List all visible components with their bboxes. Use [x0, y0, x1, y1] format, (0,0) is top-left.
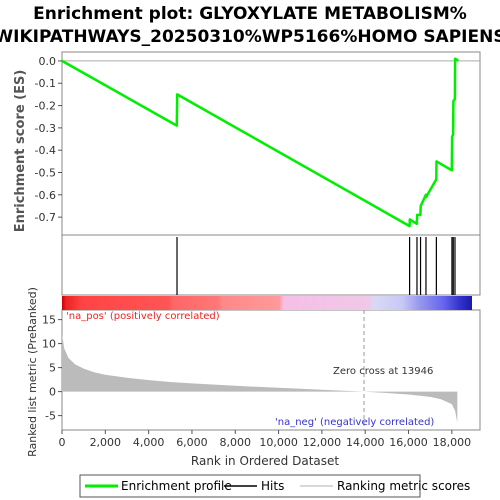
metric-y-tick-label: -5: [45, 410, 56, 423]
es-y-tick-label: -0.6: [35, 189, 56, 202]
chart-title-line-2: WIKIPATHWAYS_20250310%WP5166%HOMO SAPIEN…: [0, 27, 500, 47]
es-y-tick-label: -0.3: [35, 122, 56, 135]
ranked-list-color-bar: [62, 296, 472, 310]
es-y-tick-label: -0.4: [35, 144, 56, 157]
es-y-tick-label: -0.5: [35, 167, 56, 180]
metric-panel-frame: [61, 309, 481, 431]
x-tick-label: 6,000: [176, 436, 208, 449]
x-tick-label: 0: [59, 436, 66, 449]
hits-layer: [176, 237, 456, 295]
x-tick-label: 2,000: [90, 436, 122, 449]
es-panel-frame: [61, 51, 481, 236]
metric-y-tick-label: 5: [49, 362, 56, 375]
metric-y-tick-label: 10: [42, 338, 56, 351]
es-y-tick-label: -0.7: [35, 211, 56, 224]
x-tick-label: 4,000: [133, 436, 165, 449]
metric-y-tick-label: 15: [42, 314, 56, 327]
x-tick-label: 16,000: [389, 436, 428, 449]
axes-layer: 0.0-0.1-0.2-0.3-0.4-0.5-0.6-0.7151050-50…: [35, 55, 472, 449]
metric-y-tick-label: 0: [49, 386, 56, 399]
es-y-axis-label: Enrichment score (ES): [13, 70, 28, 233]
neg-correlated-label: 'na_neg' (negatively correlated): [275, 417, 434, 428]
x-axis-label: Rank in Ordered Dataset: [191, 454, 339, 468]
metric-layer: [62, 310, 458, 430]
es-layer: [61, 57, 480, 228]
es-y-tick-label: -0.1: [35, 77, 56, 90]
enrichment-profile-line: [61, 57, 460, 228]
legend-label-ranking-metric: Ranking metric scores: [337, 479, 470, 493]
metric-y-axis-label: Ranked list metric (PreRanked): [26, 287, 39, 457]
es-y-tick-label: 0.0: [39, 55, 57, 68]
hits-panel-frame: [61, 234, 481, 296]
chart-title-line-1: Enrichment plot: GLYOXYLATE METABOLISM%: [33, 4, 467, 24]
pos-correlated-label: 'na_pos' (positively correlated): [66, 311, 220, 322]
legend: Enrichment profile Hits Ranking metric s…: [79, 474, 470, 498]
x-tick-label: 12,000: [303, 436, 342, 449]
x-tick-label: 8,000: [220, 436, 252, 449]
zero-cross-label: Zero cross at 13946: [333, 366, 433, 377]
x-tick-label: 18,000: [433, 436, 472, 449]
x-tick-label: 14,000: [346, 436, 385, 449]
es-y-tick-label: -0.2: [35, 100, 56, 113]
legend-label-enrichment-profile: Enrichment profile: [121, 479, 232, 493]
x-tick-label: 10,000: [259, 436, 298, 449]
legend-label-hits: Hits: [261, 479, 284, 493]
